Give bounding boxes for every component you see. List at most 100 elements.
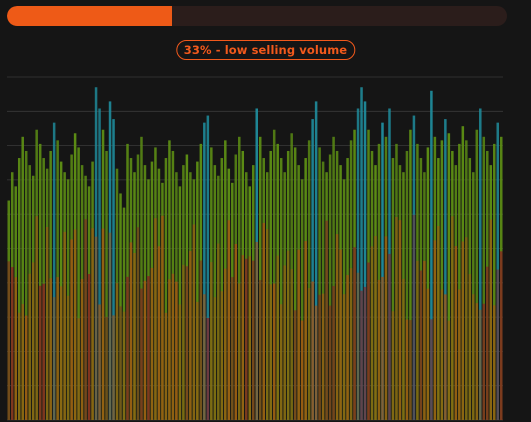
volume-bar-base xyxy=(339,249,342,420)
volume-bar-base xyxy=(189,251,192,420)
volume-bar xyxy=(140,136,143,421)
volume-bar-base xyxy=(321,293,325,420)
volume-bar xyxy=(279,158,283,420)
volume-bar-base xyxy=(182,264,185,420)
volume-bar-base xyxy=(279,304,283,420)
volume-bar-base xyxy=(269,284,272,420)
volume-bar-base xyxy=(283,265,286,420)
volume-bar xyxy=(493,143,496,420)
progress-fill xyxy=(7,6,172,26)
volume-bar-base xyxy=(220,291,224,420)
volume-bar-base xyxy=(356,272,360,420)
volume-bar xyxy=(105,150,108,420)
volume-bar-base xyxy=(391,311,395,420)
volume-bar xyxy=(416,143,419,420)
volume-bar-base xyxy=(370,246,374,420)
volume-bar-base xyxy=(73,229,77,420)
volume-bar-base xyxy=(136,227,140,420)
volume-bar-base xyxy=(493,305,496,420)
volume-bar-base xyxy=(318,294,321,420)
volume-bar-base xyxy=(374,236,377,420)
volume-bar-base xyxy=(286,250,290,420)
volume-bar-base xyxy=(433,240,437,420)
volume-bar xyxy=(290,133,293,420)
volume-bar-base xyxy=(154,218,157,420)
volume-bar xyxy=(318,147,321,421)
volume-bar-base xyxy=(489,219,493,420)
volume-bar xyxy=(21,136,24,421)
volume-bar-base xyxy=(66,295,70,420)
volume-bar xyxy=(356,108,360,421)
volume-bar-base xyxy=(80,279,84,420)
volume-bar-base xyxy=(14,277,17,420)
volume-bar-base xyxy=(465,237,468,420)
volume-bar-base xyxy=(108,232,112,420)
volume-bar xyxy=(217,175,220,420)
volume-bar-base xyxy=(150,267,154,420)
volume-bar-base xyxy=(402,278,405,420)
volume-bar-base xyxy=(409,320,412,420)
volume-bar xyxy=(220,158,224,420)
volume-bar-base xyxy=(297,249,300,420)
volume-bar-base xyxy=(335,234,339,420)
volume-bar-base xyxy=(115,283,119,420)
volume-bar-base xyxy=(217,243,220,420)
volume-bar-base xyxy=(31,262,35,420)
volume-bar-base xyxy=(185,266,189,420)
volume-bar-base xyxy=(307,287,311,420)
volume-bar-base xyxy=(28,273,31,420)
volume-bar xyxy=(136,154,140,420)
volume-bar-base xyxy=(17,312,21,420)
volume-bar-base xyxy=(42,283,45,420)
volume-bar xyxy=(164,158,168,420)
volume-bar-base xyxy=(206,317,210,420)
volume-bar-base xyxy=(346,275,349,420)
volume-bar-base xyxy=(454,246,458,420)
volume-bar xyxy=(265,172,269,420)
volume-bar xyxy=(196,161,199,420)
volume-bar-base xyxy=(119,306,122,420)
volume-bar-base xyxy=(70,239,73,420)
volume-bar-base xyxy=(122,311,126,420)
volume-bar-base xyxy=(377,279,381,420)
volume-bar-base xyxy=(496,269,500,420)
volume-bar-base xyxy=(224,268,227,420)
volume-bar-base xyxy=(24,315,28,420)
status-badge: 33% - low selling volume xyxy=(175,40,356,60)
volume-bar-base xyxy=(164,312,168,420)
volume-bar xyxy=(238,136,241,421)
volume-bar-base xyxy=(91,228,94,420)
volume-bar-base xyxy=(444,294,447,420)
volume-bar xyxy=(465,140,468,420)
volume-bar-base xyxy=(388,253,391,420)
volume-bar xyxy=(479,108,482,421)
volume-bar xyxy=(440,140,444,420)
volume-bar-base xyxy=(133,253,136,420)
volume-bar-base xyxy=(430,319,433,420)
bars xyxy=(7,87,503,421)
volume-bar-base xyxy=(94,236,98,420)
volume-bar xyxy=(409,129,412,420)
volume-bar-base xyxy=(7,261,10,420)
volume-bar-base xyxy=(451,216,454,420)
volume-bar-chart xyxy=(0,66,531,422)
volume-bar-base xyxy=(52,297,56,420)
volume-bar-base xyxy=(265,229,269,420)
volume-bar-base xyxy=(241,255,245,420)
volume-bar xyxy=(210,147,213,421)
volume-bar-base xyxy=(101,228,105,420)
volume-bar xyxy=(332,136,335,421)
volume-bar-base xyxy=(311,281,314,420)
volume-bar-base xyxy=(35,216,38,420)
volume-bar xyxy=(321,161,325,420)
volume-bar xyxy=(213,165,217,420)
volume-bar-base xyxy=(437,226,440,420)
volume-bar xyxy=(203,122,206,420)
volume-bar xyxy=(38,143,42,420)
volume-bar-base xyxy=(416,260,419,420)
volume-bar xyxy=(311,119,314,420)
volume-bar-base xyxy=(440,289,444,420)
volume-bar-base xyxy=(56,277,59,420)
volume-bar-base xyxy=(293,310,297,420)
volume-bar-base xyxy=(126,276,129,420)
